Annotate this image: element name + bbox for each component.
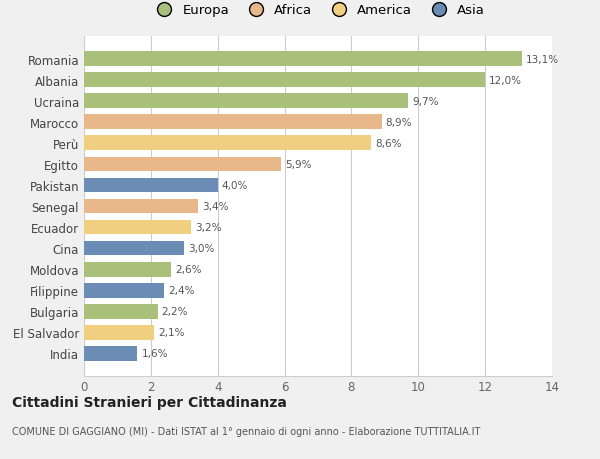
Bar (84, 115, 382, 130)
Text: 2,2%: 2,2% (161, 307, 188, 317)
Bar (84, 241, 184, 256)
Bar (84, 73, 485, 88)
Legend: Europa, Africa, America, Asia: Europa, Africa, America, Asia (146, 0, 490, 22)
Bar (84, 304, 158, 319)
Bar (84, 262, 171, 277)
Bar (84, 94, 408, 109)
Text: 3,4%: 3,4% (202, 202, 228, 212)
Text: 5,9%: 5,9% (285, 160, 312, 169)
Bar (84, 178, 218, 193)
Bar (84, 283, 164, 298)
Text: COMUNE DI GAGGIANO (MI) - Dati ISTAT al 1° gennaio di ogni anno - Elaborazione T: COMUNE DI GAGGIANO (MI) - Dati ISTAT al … (12, 426, 481, 436)
Text: Cittadini Stranieri per Cittadinanza: Cittadini Stranieri per Cittadinanza (12, 395, 287, 409)
Text: 2,1%: 2,1% (158, 328, 185, 337)
Bar (84, 199, 197, 214)
Bar (84, 325, 154, 340)
Bar (84, 52, 522, 67)
Bar (84, 136, 371, 151)
Text: 3,0%: 3,0% (188, 244, 215, 253)
Text: 2,4%: 2,4% (168, 285, 195, 296)
Text: 4,0%: 4,0% (222, 180, 248, 190)
Text: 8,6%: 8,6% (376, 139, 402, 149)
Bar (84, 157, 281, 172)
Bar (84, 346, 137, 361)
Text: 12,0%: 12,0% (489, 76, 522, 85)
Text: 8,9%: 8,9% (386, 118, 412, 128)
Text: 13,1%: 13,1% (526, 55, 559, 65)
Text: 9,7%: 9,7% (412, 96, 439, 106)
Bar (84, 220, 191, 235)
Text: 3,2%: 3,2% (195, 223, 221, 233)
Text: 1,6%: 1,6% (142, 348, 168, 358)
Text: 2,6%: 2,6% (175, 264, 202, 274)
